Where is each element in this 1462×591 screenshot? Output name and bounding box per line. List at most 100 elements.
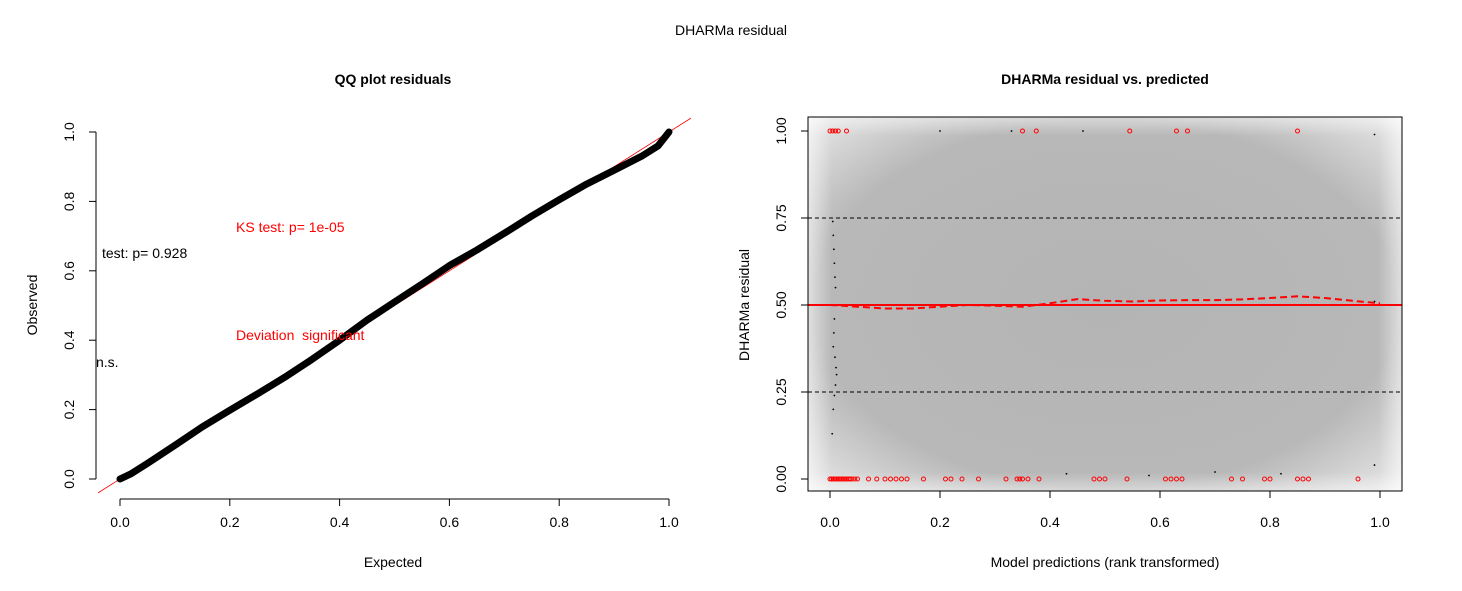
rp-outlier-bottom [1295,476,1300,482]
qq-ks-deviation-label: Deviation significant [236,327,365,343]
qq-title: QQ plot residuals [335,71,452,87]
rp-outlier-top [1174,128,1179,134]
rp-point [833,318,836,320]
qq-point [337,338,342,343]
rp-outlier-bottom [847,476,853,482]
qq-dispersion-test-label: test: p= 0.928 [102,245,187,261]
qq-x-tick-label: 0.6 [440,514,460,530]
rp-x-tick-label: 0.6 [1150,514,1170,530]
rp-outlier-bottom [882,476,888,482]
qq-point [419,281,425,287]
rp-outlier-bottom [1168,476,1174,482]
rp-title: DHARMa residual vs. predicted [1001,71,1209,87]
qq-residual-band [116,128,673,483]
qq-ylabel: Observed [24,275,40,336]
qq-point [392,299,397,305]
rp-quantile-curve [829,295,1381,310]
rp-point [1148,474,1150,477]
rp-outlier-bottom [1124,476,1130,482]
rp-y-tick-label: 0.75 [773,204,789,231]
rp-outlier-bottom [1003,476,1009,482]
rp-plot-border [807,116,1403,492]
rp-point [834,286,837,289]
rp-outlier-bottom [834,476,840,482]
qq-point [474,247,480,253]
rp-point [1010,130,1013,132]
rp-point [832,331,835,334]
qq-point [255,391,260,397]
rp-point [835,373,838,376]
rp-outlier-bottom [1014,476,1020,482]
rp-outlier-top [833,128,838,134]
rp-point [939,130,941,132]
rp-outlier-bottom [904,476,910,482]
rp-outlier-bottom [1174,476,1179,482]
rp-outlier-bottom [829,476,835,482]
qq-point [364,317,370,323]
rp-y-axis: 0.00 0.25 0.50 0.75 1.00 [773,117,808,493]
qq-y-tick-label: 0.8 [61,191,77,211]
rp-y-tick-label: 1.00 [773,117,789,144]
rp-point [835,366,837,369]
rp-outlier-bottom [1017,476,1023,482]
qq-x-axis: 0.0 0.2 0.4 0.6 0.8 1.0 [110,498,679,530]
qq-point [639,154,644,159]
qq-point [128,471,134,476]
rp-outlier-bottom [866,476,871,482]
rp-point [1280,472,1282,475]
rp-outlier-bottom [1179,476,1185,482]
rp-outlier-bottom [1097,476,1102,482]
rp-outlier-top [1295,128,1300,134]
rp-outlier-top [1127,128,1133,134]
qq-point [200,424,205,430]
residual-vs-predicted-panel: DHARMa residual vs. predicted Model pred… [736,71,1403,570]
rp-outlier-bottom [1240,476,1245,482]
rp-x-tick-label: 0.4 [1040,514,1060,530]
rp-outlier-bottom [842,476,848,482]
rp-outlier-bottom [852,476,858,482]
rp-outlier-bottom [959,476,965,482]
rp-point [1373,464,1376,466]
rp-outlier-bottom [1262,476,1267,482]
rp-outlier-bottom [830,476,836,482]
rp-point [832,234,835,237]
rp-point [833,262,836,265]
qq-x-tick-label: 0.4 [330,514,350,530]
rp-ylabel: DHARMa residual [736,249,752,361]
qq-plot-panel: QQ plot residuals Expected Observed 0.0 0… [24,71,692,570]
rp-outlier-top [844,128,849,134]
figure-title: DHARMa residual [675,22,787,38]
rp-point [831,220,834,223]
rp-point [1373,133,1376,136]
rp-xlabel: Model predictions (rank transformed) [991,554,1220,570]
rp-outlier-bottom [844,476,849,482]
rp-residual-points [831,130,1376,477]
qq-point [611,167,617,173]
rp-point [833,394,836,397]
rp-x-tick-label: 0.0 [820,514,840,530]
rp-outlier-bottom [1163,476,1168,482]
rp-outlier-bottom [874,476,880,482]
rp-outlier-bottom [1355,476,1361,482]
rp-x-tick-label: 0.8 [1260,514,1280,530]
rp-point [1214,471,1216,473]
qq-point [655,143,661,149]
rp-outlier-bottom [835,476,841,482]
rp-point [832,408,835,411]
qq-x-tick-label: 0.8 [549,514,569,530]
rp-outlier-bottom [1020,476,1025,482]
rp-x-tick-label: 0.2 [930,514,950,530]
rp-outlier-bottom [1025,476,1031,482]
rp-outlier-bottom [893,476,899,482]
rp-point [1065,472,1068,475]
rp-outlier-top [830,128,836,134]
rp-outlier-top [1020,128,1025,134]
rp-outlier-bottom [1091,476,1097,482]
rp-outlier-top [827,128,833,134]
qq-point [666,129,672,135]
rp-outlier-bottom [849,476,855,482]
rp-outlier-bottom [976,476,981,482]
rp-outlier-bottom [832,476,838,482]
qq-x-tick-label: 0.2 [220,514,240,530]
rp-y-tick-label: 0.00 [773,465,789,492]
